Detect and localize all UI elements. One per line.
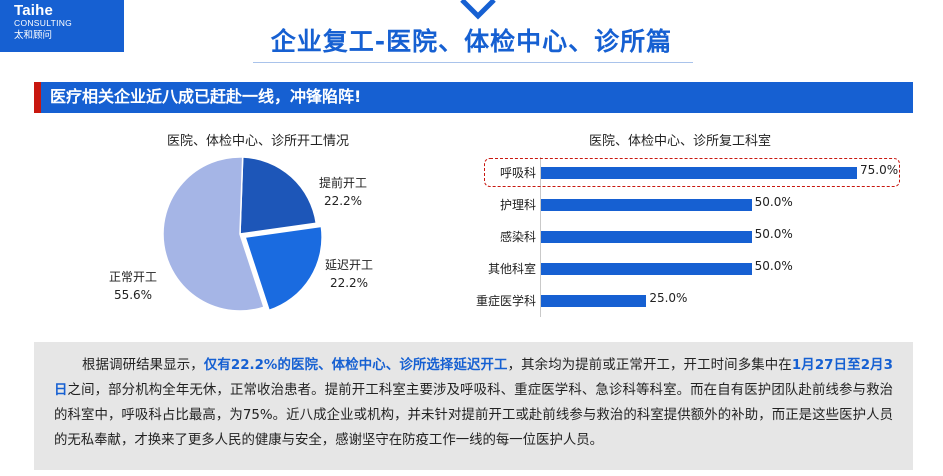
pie-slice-name: 延迟开工 bbox=[324, 258, 373, 272]
bar-row: 护理科 50.0% bbox=[0, 192, 943, 218]
bar-category-label: 其他科室 bbox=[487, 262, 536, 276]
pie-slice-value: 22.2% bbox=[323, 194, 363, 208]
logo-subtitle: CONSULTING bbox=[14, 18, 73, 28]
pie-slice bbox=[244, 225, 323, 312]
section-banner: 医疗相关企业近八成已赶赴一线，冲锋陷阵! bbox=[34, 82, 913, 113]
bar-chart-title: 医院、体检中心、诊所复工科室 bbox=[588, 134, 771, 149]
chevron-down-icon bbox=[460, 0, 496, 20]
pie-slice bbox=[239, 156, 318, 235]
bar-value-label: 75.0% bbox=[860, 163, 899, 177]
bar-row: 感染科 50.0% bbox=[0, 224, 943, 250]
pie-slice-value: 22.2% bbox=[329, 276, 369, 290]
summary-paragraph: 根据调研结果显示，仅有22.2%的医院、体检中心、诊所选择延迟开工，其余均为提前… bbox=[34, 342, 913, 470]
bar bbox=[541, 231, 752, 243]
bar bbox=[541, 295, 647, 307]
summary-text-1: 根据调研结果显示， bbox=[82, 358, 204, 373]
bar-value-label: 50.0% bbox=[754, 195, 793, 209]
pie-slice-label: 提前开工 22.2% bbox=[313, 174, 373, 210]
pie-slice-label: 正常开工 55.6% bbox=[103, 268, 163, 304]
logo-chinese-name: 太和顾问 bbox=[14, 30, 53, 41]
page-title: 企业复工-医院、体检中心、诊所篇 bbox=[270, 27, 673, 56]
pie-chart bbox=[162, 156, 323, 312]
bar-category-label: 护理科 bbox=[499, 198, 536, 212]
pie-slice-label: 延迟开工 22.2% bbox=[319, 256, 379, 292]
bar-value-label: 25.0% bbox=[649, 291, 688, 305]
summary-text-3: 之间，部分机构全年无休，正常收治患者。提前开工科室主要涉及呼吸科、重症医学科、急… bbox=[54, 383, 894, 448]
company-logo: Taihe CONSULTING 太和顾问 bbox=[0, 0, 124, 52]
bar-row: 呼吸科 75.0% bbox=[0, 160, 943, 186]
summary-highlight-1: 仅有22.2%的医院、体检中心、诊所选择延迟开工 bbox=[203, 358, 508, 373]
pie-slice-value: 55.6% bbox=[113, 288, 153, 302]
logo-wordmark: Taihe bbox=[14, 2, 54, 19]
bar-chart-axis bbox=[540, 157, 541, 317]
bar-category-label: 感染科 bbox=[499, 230, 536, 244]
pie-chart-title: 医院、体检中心、诊所开工情况 bbox=[166, 134, 349, 149]
banner-accent-tab bbox=[34, 82, 41, 113]
highlight-box bbox=[484, 158, 900, 187]
bar bbox=[541, 167, 857, 179]
title-underline bbox=[253, 62, 693, 63]
summary-text-2: ，其余均为提前或正常开工，开工时间多集中在 bbox=[507, 358, 792, 373]
summary-highlight-2: 1月27日至2月3日 bbox=[54, 358, 894, 398]
bar-value-label: 50.0% bbox=[754, 227, 793, 241]
pie-slice-name: 正常开工 bbox=[108, 270, 157, 284]
bar-category-label: 重症医学科 bbox=[475, 294, 536, 308]
bar bbox=[541, 199, 752, 211]
pie-slice bbox=[162, 156, 265, 312]
pie-slice-name: 提前开工 bbox=[318, 176, 367, 190]
bar-category-label: 呼吸科 bbox=[499, 166, 536, 180]
banner-text: 医疗相关企业近八成已赶赴一线，冲锋陷阵! bbox=[50, 87, 362, 106]
bar bbox=[541, 263, 752, 275]
bar-value-label: 50.0% bbox=[754, 259, 793, 273]
